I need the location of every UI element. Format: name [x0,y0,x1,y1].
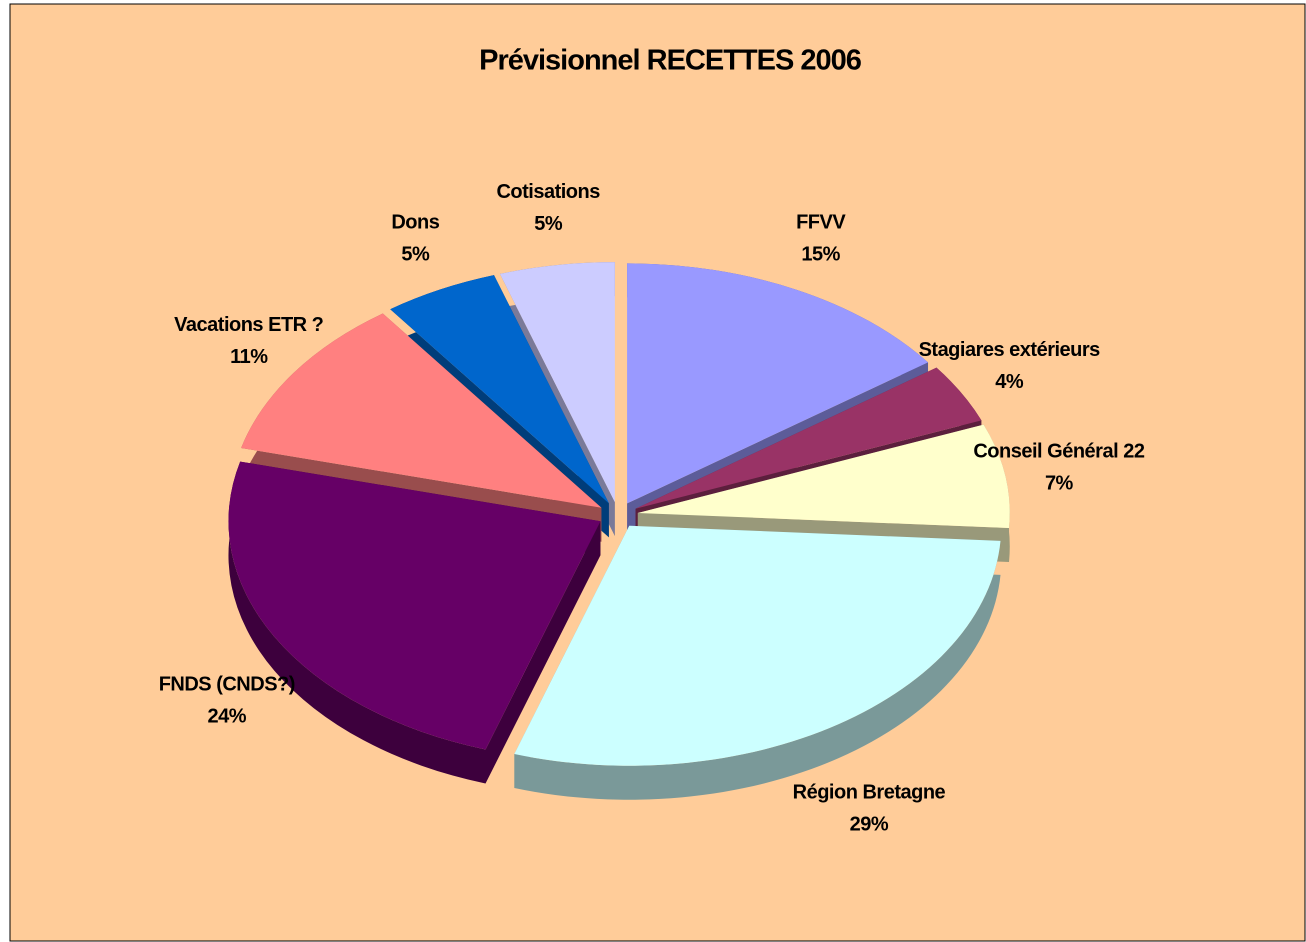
slice-value-label: 4% [995,371,1024,393]
slice-label: Conseil Général 22 [973,440,1144,462]
slice [627,263,929,504]
slice [514,525,1001,766]
slice-value-label: 11% [230,346,268,368]
slice-label: Région Bretagne [793,781,946,803]
slice [499,262,615,503]
slice-value-label: 5% [401,243,430,265]
slice-side [228,461,601,784]
slice [390,275,609,504]
slice-label: Dons [391,211,439,233]
slice [241,313,602,508]
slice-side [514,525,1001,800]
slice-label: FFVV [796,211,846,233]
slice-value-label: 5% [534,213,563,235]
slice [637,424,1010,529]
slice-label: FNDS (CNDS?) [159,674,295,696]
slice-value-label: 24% [208,706,247,728]
slice-label: Cotisations [496,181,600,203]
slice [228,461,601,750]
slice-value-label: 29% [850,813,889,835]
slice-label: Vacations ETR ? [174,314,323,336]
chart-title: Prévisionnel RECETTES 2006 [479,45,862,77]
slice-value-label: 7% [1045,472,1074,494]
slice [635,367,982,509]
slice-label: Stagiares extérieurs [919,339,1101,361]
slice-value-label: 15% [801,243,840,265]
